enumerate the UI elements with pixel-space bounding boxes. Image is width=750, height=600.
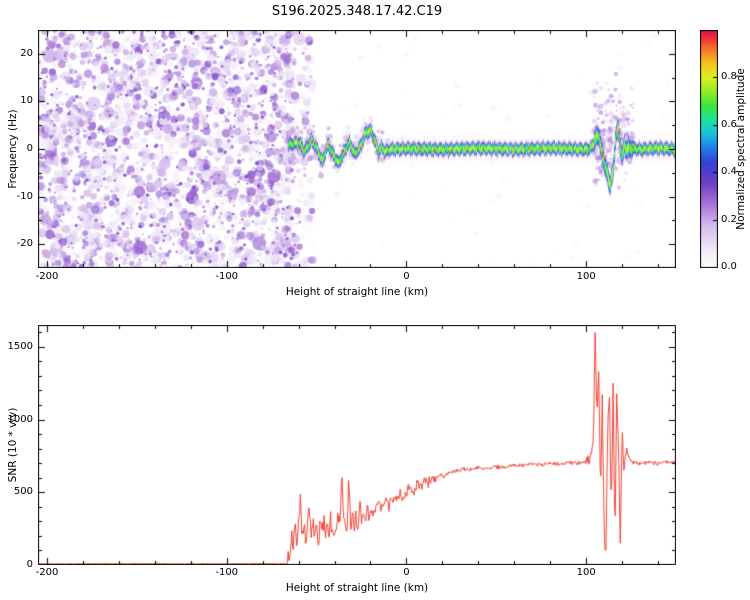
tick-label: 10	[20, 95, 33, 107]
tick-label: 0	[26, 559, 33, 570]
tick-label: -200	[35, 567, 59, 578]
spectrogram-canvas	[38, 30, 676, 268]
tick-label: 0.0	[721, 261, 737, 272]
tick-label: -20	[16, 238, 33, 250]
snr-x-axis-label: Height of straight line (km)	[285, 582, 429, 594]
tick-label: -200	[35, 271, 59, 282]
tick-label: 100	[576, 567, 596, 578]
tick-label: 0.2	[721, 214, 737, 225]
tick-label: 0.8	[721, 71, 737, 82]
tick-label: 0	[403, 271, 410, 282]
tick-label: 0	[26, 143, 33, 154]
tick-label: 0.6	[721, 119, 737, 130]
tick-label: 0.4	[721, 166, 737, 177]
tick-label: 1000	[7, 413, 33, 425]
snr-canvas	[38, 325, 676, 565]
tick-label: 500	[13, 486, 33, 498]
tick-label: -10	[16, 190, 33, 202]
tick-label: 1500	[7, 340, 33, 352]
tick-label: 100	[576, 271, 596, 282]
figure-title: S196.2025.348.17.42.C19	[271, 4, 443, 19]
tick-label: 0	[403, 567, 410, 578]
tick-label: -100	[215, 271, 239, 282]
colorbar-canvas	[700, 30, 718, 268]
tick-label: 20	[20, 47, 33, 59]
spectrogram-x-axis-label: Height of straight line (km)	[285, 286, 429, 298]
snr-y-axis-label: SNR (10 * v/v)	[7, 407, 19, 483]
tick-label: -100	[215, 567, 239, 578]
